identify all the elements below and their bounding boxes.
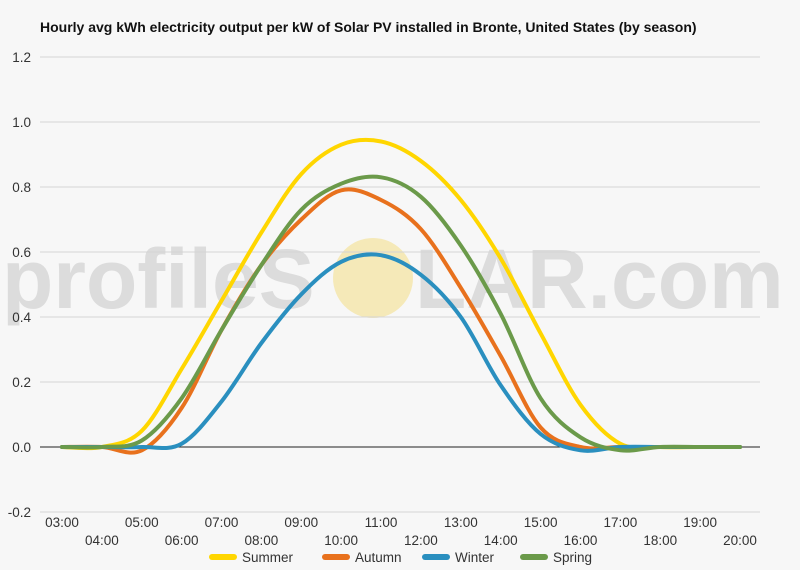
legend-swatch xyxy=(209,554,237,560)
y-tick-label: -0.2 xyxy=(8,505,31,520)
legend-item-autumn[interactable]: Autumn xyxy=(322,550,402,565)
y-tick-label: 0.2 xyxy=(12,375,31,390)
x-tick-label: 08:00 xyxy=(245,533,279,548)
legend-label: Autumn xyxy=(355,550,402,565)
watermark: profileS LAR.com xyxy=(2,232,784,326)
x-tick-label: 10:00 xyxy=(324,533,358,548)
x-tick-label: 15:00 xyxy=(524,515,558,530)
x-tick-label: 19:00 xyxy=(683,515,717,530)
x-tick-label: 06:00 xyxy=(165,533,199,548)
series-lines xyxy=(60,137,742,455)
series-line-winter xyxy=(60,252,742,453)
legend-item-summer[interactable]: Summer xyxy=(209,550,294,565)
y-tick-label: 0.8 xyxy=(12,180,31,195)
x-tick-label: 17:00 xyxy=(603,515,637,530)
x-tick-label: 13:00 xyxy=(444,515,478,530)
x-tick-label: 16:00 xyxy=(564,533,598,548)
legend-label: Summer xyxy=(242,550,294,565)
x-tick-label: 14:00 xyxy=(484,533,518,548)
legend-label: Winter xyxy=(455,550,495,565)
legend-swatch xyxy=(422,554,450,560)
y-tick-label: 0.4 xyxy=(12,310,31,325)
series-line-spring xyxy=(60,174,742,453)
x-tick-label: 07:00 xyxy=(205,515,239,530)
watermark-sun xyxy=(333,238,413,318)
x-tick-label: 09:00 xyxy=(284,515,318,530)
legend-item-spring[interactable]: Spring xyxy=(520,550,592,565)
legend-swatch xyxy=(520,554,548,560)
x-tick-label: 12:00 xyxy=(404,533,438,548)
x-tick-label: 20:00 xyxy=(723,533,757,548)
grid-lines xyxy=(40,56,760,513)
x-tick-label: 03:00 xyxy=(45,515,79,530)
watermark-text-right: LAR.com xyxy=(415,232,784,326)
y-tick-label: 1.2 xyxy=(12,50,31,65)
y-tick-label: 0.6 xyxy=(12,245,31,260)
chart-title: Hourly avg kWh electricity output per kW… xyxy=(40,19,697,35)
legend-item-winter[interactable]: Winter xyxy=(422,550,495,565)
x-axis-ticks: 03:00 04:00 05:00 06:00 07:00 08:00 09:00 10:00… xyxy=(45,515,757,548)
y-tick-label: 1.0 xyxy=(12,115,31,130)
y-axis-ticks: -0.2 0.0 0.2 0.4 0.6 0.8 1.0 1.2 xyxy=(8,50,32,520)
legend: Summer Autumn Winter Spring xyxy=(209,550,592,565)
x-tick-label: 11:00 xyxy=(365,515,398,530)
x-tick-label: 05:00 xyxy=(125,515,159,530)
x-tick-label: 04:00 xyxy=(85,533,119,548)
x-tick-label: 18:00 xyxy=(643,533,677,548)
legend-swatch xyxy=(322,554,350,560)
y-tick-label: 0.0 xyxy=(12,440,31,455)
legend-label: Spring xyxy=(553,550,592,565)
series-line-summer xyxy=(60,137,742,451)
watermark-text-left: profileS xyxy=(2,232,315,326)
